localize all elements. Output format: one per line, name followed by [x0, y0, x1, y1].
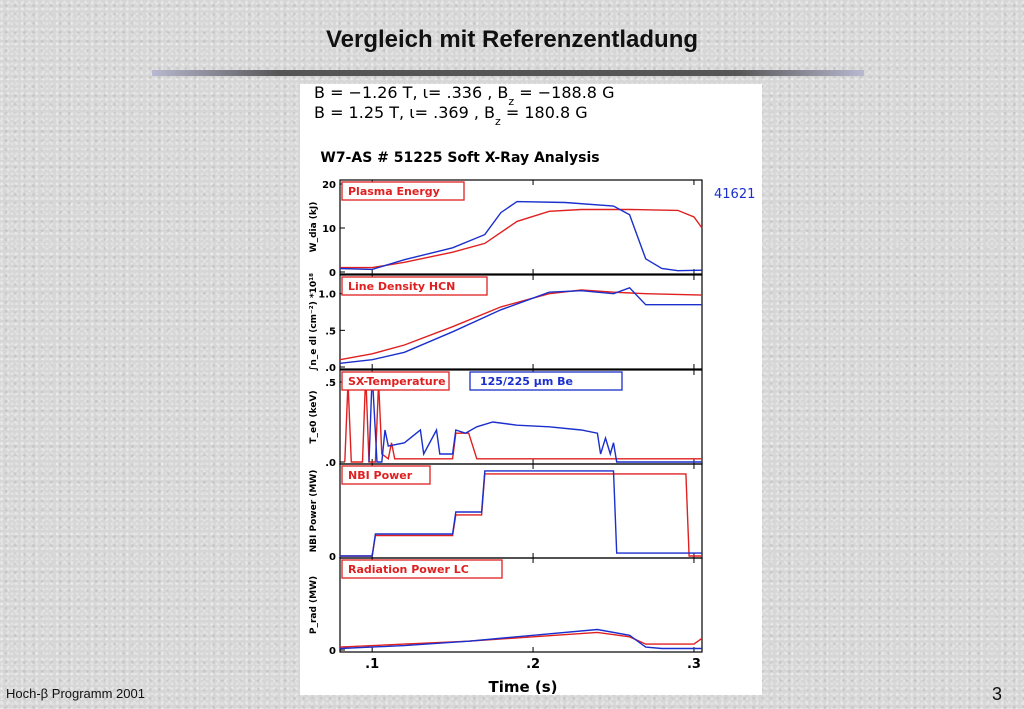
panel-label-box: [341, 276, 488, 296]
panel-sx-temperature: .0 .5 T_e0 (keV) SX-Temperature 125/225 μm B…: [309, 369, 703, 469]
y-tick-label: .5: [325, 326, 336, 337]
header-lines: B = −1.26 T, ι= .336 , Bz = −188.8 GB = …: [314, 83, 614, 128]
x-axis: .1 .2 .3: [365, 657, 701, 672]
y-tick-label: 10: [322, 224, 336, 235]
panel-label: Radiation Power LC: [348, 563, 469, 576]
y-tick-label: 20: [322, 180, 336, 191]
series-line-red: [339, 289, 703, 361]
series-line-blue: [339, 200, 703, 272]
footer-text: Hoch-β Programm 2001: [6, 686, 145, 701]
y-tick-label: .0: [325, 458, 336, 469]
panel-stack: 0 10 20 W_dia (kJ) Plasma Energy .0 .5 1.0∫n_e …: [309, 179, 703, 657]
y-axis-label: ∫n_e dl (cm⁻²) *10¹⁸: [309, 273, 319, 371]
y-tick-label: 0: [329, 552, 336, 563]
panel-label: Plasma Energy: [348, 185, 440, 198]
x-tick-label: .1: [365, 657, 379, 672]
page-number: 3: [992, 684, 1003, 704]
panel-radiation-power: 0 P_rad (MW) Radiation Power LC: [309, 557, 703, 657]
panel-plasma-energy: 0 10 20 W_dia (kJ) Plasma Energy: [309, 179, 703, 279]
chart-title: W7-AS # 51225 Soft X-Ray Analysis: [320, 150, 599, 166]
panel-label: SX-Temperature: [348, 375, 446, 388]
slide-title: Vergleich mit Referenzentladung: [325, 26, 699, 53]
panel-label-box: [341, 465, 431, 485]
panel-label-box: [341, 181, 465, 201]
panel-label-box: [341, 559, 503, 579]
y-axis-label: NBI Power (MW): [309, 470, 319, 553]
panel-nbi-power: 0 NBI Power (MW) NBI Power: [309, 463, 703, 563]
series-line-blue: [339, 286, 702, 364]
series-line-red: [339, 631, 703, 648]
panel-label-box: [341, 371, 450, 391]
y-tick-label: 1.0: [318, 290, 336, 301]
x-tick-label: .2: [526, 657, 540, 672]
header-line-2: B = 1.25 T, ι= .369 , Bz = 180.8 G: [314, 103, 588, 128]
panel-frame: [339, 557, 703, 653]
title-underline: [152, 70, 864, 76]
series-line-blue: [368, 373, 702, 463]
y-tick-label: .0: [325, 363, 336, 374]
panel-label: NBI Power: [348, 469, 413, 482]
soft-xray-figure: B = −1.26 T, ι= .336 , Bz = −188.8 GB = …: [309, 83, 755, 696]
header-line-1: B = −1.26 T, ι= .336 , Bz = −188.8 G: [314, 84, 614, 108]
comparison-label: 41621: [714, 187, 755, 202]
panel-label: Line Density HCN: [348, 280, 455, 293]
y-tick-label: .5: [325, 378, 336, 389]
series-line-red: [344, 373, 702, 463]
panel-frame: [339, 274, 703, 370]
panel-note-box: [469, 371, 623, 391]
y-tick-label: 0: [329, 646, 336, 657]
panel-note: 125/225 μm Be: [480, 375, 573, 388]
series-line-red: [340, 208, 703, 269]
series-line-blue: [339, 628, 702, 650]
y-axis-label: W_dia (kJ): [309, 202, 319, 253]
x-tick-label: .3: [687, 657, 701, 672]
panel-line-density: .0 .5 1.0∫n_e dl (cm⁻²) *10¹⁸ Line Density …: [309, 273, 703, 374]
y-axis-label: T_e0 (keV): [309, 390, 319, 443]
x-axis-label: Time (s): [488, 678, 557, 695]
y-axis-label: P_rad (MW): [309, 576, 319, 634]
series-line-red: [340, 473, 702, 557]
y-tick-label: 0: [329, 268, 336, 279]
series-line-blue: [340, 470, 702, 557]
